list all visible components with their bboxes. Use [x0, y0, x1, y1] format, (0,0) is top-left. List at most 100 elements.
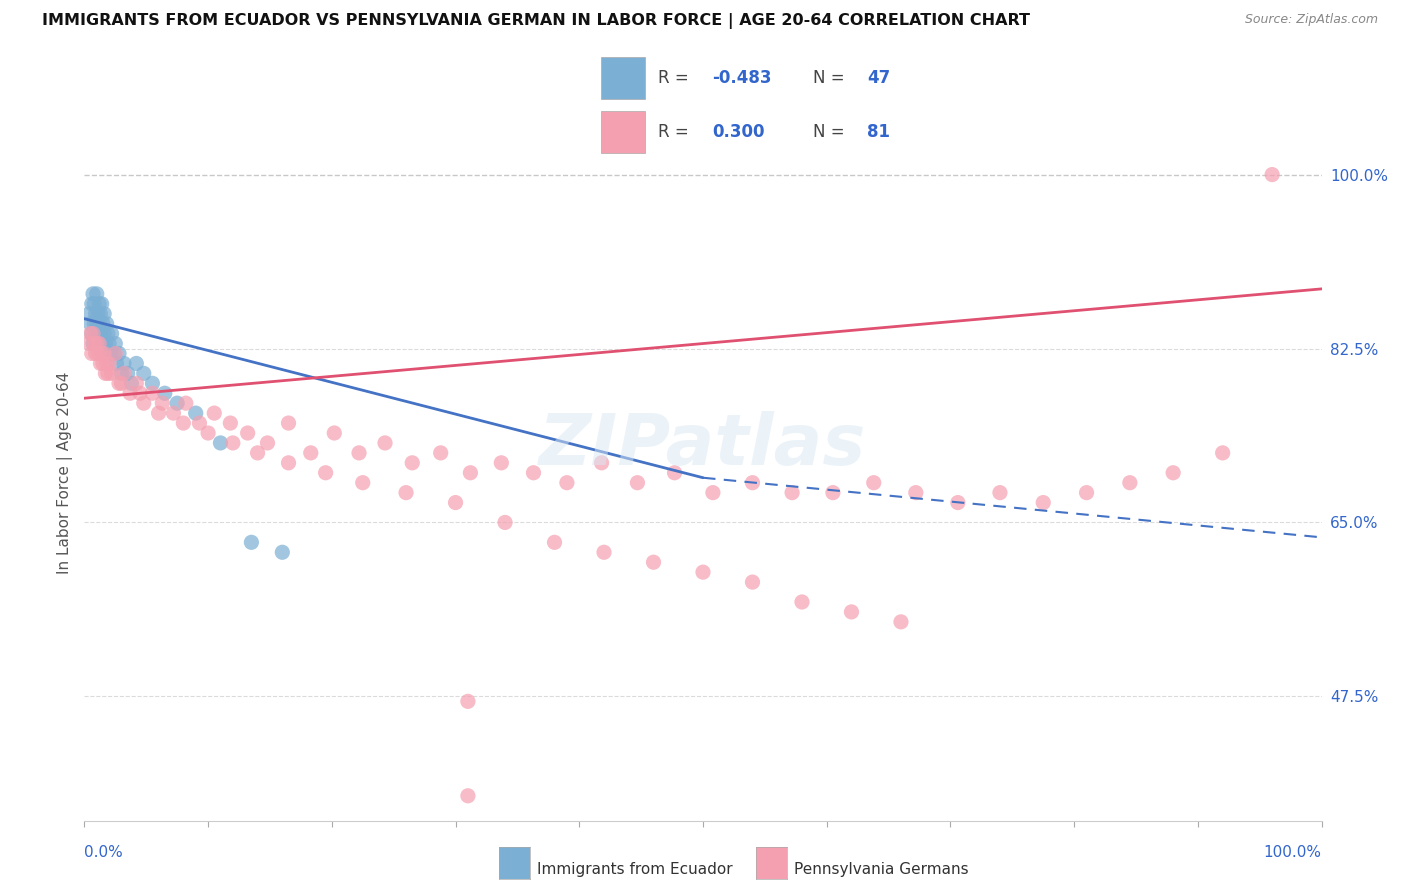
Point: [271, 545, 294, 559]
Point: [105, 356, 128, 370]
Point: [91, 317, 114, 331]
Point: [491, 456, 513, 470]
Point: [87, 326, 110, 341]
Point: [93, 346, 115, 360]
Point: [188, 416, 211, 430]
Point: [80, 326, 103, 341]
Point: [299, 446, 322, 460]
Point: [89, 317, 111, 331]
Point: [277, 416, 299, 430]
Point: [120, 376, 142, 391]
Point: [141, 376, 163, 391]
Point: [96, 317, 118, 331]
Text: Source: ZipAtlas.com: Source: ZipAtlas.com: [1244, 13, 1378, 27]
Point: [87, 346, 110, 360]
Point: [591, 456, 613, 470]
Point: [222, 436, 245, 450]
Point: [84, 326, 107, 341]
Point: [80, 346, 103, 360]
Point: [79, 336, 101, 351]
Text: 100.0%: 100.0%: [1264, 846, 1322, 861]
Y-axis label: In Labor Force | Age 20-64: In Labor Force | Age 20-64: [58, 372, 73, 574]
Point: [460, 466, 482, 480]
Text: IMMIGRANTS FROM ECUADOR VS PENNSYLVANIA GERMAN IN LABOR FORCE | AGE 20-64 CORREL: IMMIGRANTS FROM ECUADOR VS PENNSYLVANIA …: [42, 13, 1031, 29]
Point: [89, 356, 111, 370]
Point: [946, 495, 969, 509]
Point: [444, 495, 467, 509]
Point: [104, 336, 127, 351]
Point: [209, 436, 232, 450]
Point: [246, 446, 269, 460]
Text: 47: 47: [868, 69, 890, 87]
Bar: [600, 57, 644, 99]
Point: [219, 416, 242, 430]
Point: [91, 356, 114, 370]
Point: [643, 555, 665, 569]
Point: [236, 425, 259, 440]
Point: [494, 516, 516, 530]
Point: [98, 336, 121, 351]
Point: [91, 336, 114, 351]
Point: [97, 326, 120, 341]
Point: [988, 485, 1011, 500]
Point: [543, 535, 565, 549]
Point: [457, 789, 479, 803]
Point: [1161, 466, 1184, 480]
Point: [555, 475, 578, 490]
Point: [702, 485, 724, 500]
Point: [1032, 495, 1054, 509]
Point: [593, 545, 616, 559]
Point: [150, 396, 173, 410]
Point: [103, 346, 125, 360]
Point: [1212, 446, 1234, 460]
Point: [125, 376, 148, 391]
Point: [890, 615, 912, 629]
Point: [112, 367, 135, 381]
Point: [522, 466, 544, 480]
Point: [82, 326, 104, 341]
Point: [277, 456, 299, 470]
Point: [664, 466, 686, 480]
Point: [129, 386, 152, 401]
Point: [741, 575, 763, 590]
Point: [86, 286, 108, 301]
Point: [141, 386, 163, 401]
Point: [96, 356, 118, 370]
Point: [132, 396, 155, 410]
Point: [110, 367, 132, 381]
Point: [401, 456, 423, 470]
Point: [83, 297, 105, 311]
Text: N =: N =: [813, 123, 845, 141]
Point: [98, 346, 121, 360]
Point: [97, 367, 120, 381]
Text: -0.483: -0.483: [711, 69, 772, 87]
Point: [904, 485, 927, 500]
Point: [79, 317, 101, 331]
Point: [108, 376, 131, 391]
Point: [626, 475, 648, 490]
Point: [347, 446, 370, 460]
Text: 81: 81: [868, 123, 890, 141]
Point: [741, 475, 763, 490]
Point: [315, 466, 337, 480]
Point: [374, 436, 396, 450]
Point: [132, 367, 155, 381]
Point: [89, 297, 111, 311]
Point: [84, 307, 107, 321]
Point: [104, 346, 127, 360]
Point: [153, 386, 176, 401]
Text: R =: R =: [658, 69, 689, 87]
Point: [256, 436, 278, 450]
Point: [162, 406, 184, 420]
Point: [94, 336, 117, 351]
Point: [174, 396, 197, 410]
Text: 0.0%: 0.0%: [84, 846, 124, 861]
Point: [79, 326, 101, 341]
Point: [83, 317, 105, 331]
Point: [89, 326, 111, 341]
Point: [790, 595, 813, 609]
Text: Pennsylvania Germans: Pennsylvania Germans: [794, 863, 969, 877]
Point: [79, 307, 101, 321]
Point: [100, 326, 122, 341]
Point: [202, 406, 225, 420]
